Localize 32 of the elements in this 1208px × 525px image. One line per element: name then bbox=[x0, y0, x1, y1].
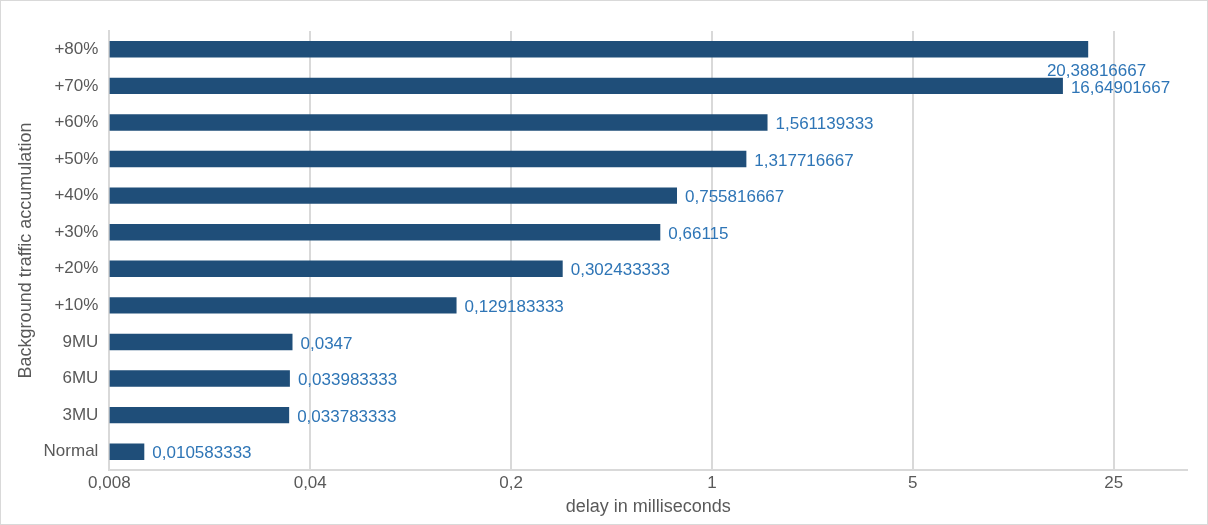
y-tick-label: +10% bbox=[54, 295, 99, 315]
y-tick-label: 6MU bbox=[62, 368, 99, 388]
y-tick-label: +80% bbox=[54, 38, 99, 58]
y-tick-label: 9MU bbox=[62, 331, 99, 351]
data-label: 0,755816667 bbox=[685, 187, 785, 207]
y-tick-label: +70% bbox=[54, 75, 99, 95]
y-tick-label: +40% bbox=[54, 185, 99, 205]
y-axis-title: Background traffic accumulation bbox=[14, 122, 35, 379]
x-tick-label: 25 bbox=[1104, 472, 1124, 492]
x-tick-label: 0,04 bbox=[293, 472, 327, 492]
y-tick-label: 3MU bbox=[62, 404, 99, 424]
data-label: 20,38816667 bbox=[1046, 60, 1147, 80]
data-label: 16,64901667 bbox=[1070, 77, 1171, 97]
x-tick-label: 1 bbox=[707, 472, 717, 492]
y-tick-label: +20% bbox=[54, 258, 99, 278]
x-tick-label: 5 bbox=[908, 472, 918, 492]
y-tick-label: Normal bbox=[43, 441, 99, 461]
data-label: 0,033983333 bbox=[297, 370, 398, 390]
y-tick-label: +60% bbox=[54, 112, 99, 132]
data-label: 1,317716667 bbox=[754, 150, 854, 170]
data-label: 0,0347 bbox=[300, 333, 353, 353]
x-axis-title: delay in milliseconds bbox=[565, 496, 731, 517]
x-tick-label: 0,2 bbox=[499, 472, 523, 492]
data-label: 0,302433333 bbox=[570, 260, 670, 280]
data-label: 1,561139333 bbox=[775, 114, 874, 134]
data-label: 0,129183333 bbox=[464, 297, 564, 317]
y-tick-label: +30% bbox=[54, 221, 99, 241]
x-tick-label: 0,008 bbox=[88, 472, 131, 492]
data-label: 0,010583333 bbox=[152, 443, 252, 463]
y-tick-label: +50% bbox=[54, 148, 99, 168]
data-label: 0,033783333 bbox=[297, 406, 397, 426]
data-label: 0,66115 bbox=[668, 223, 729, 243]
